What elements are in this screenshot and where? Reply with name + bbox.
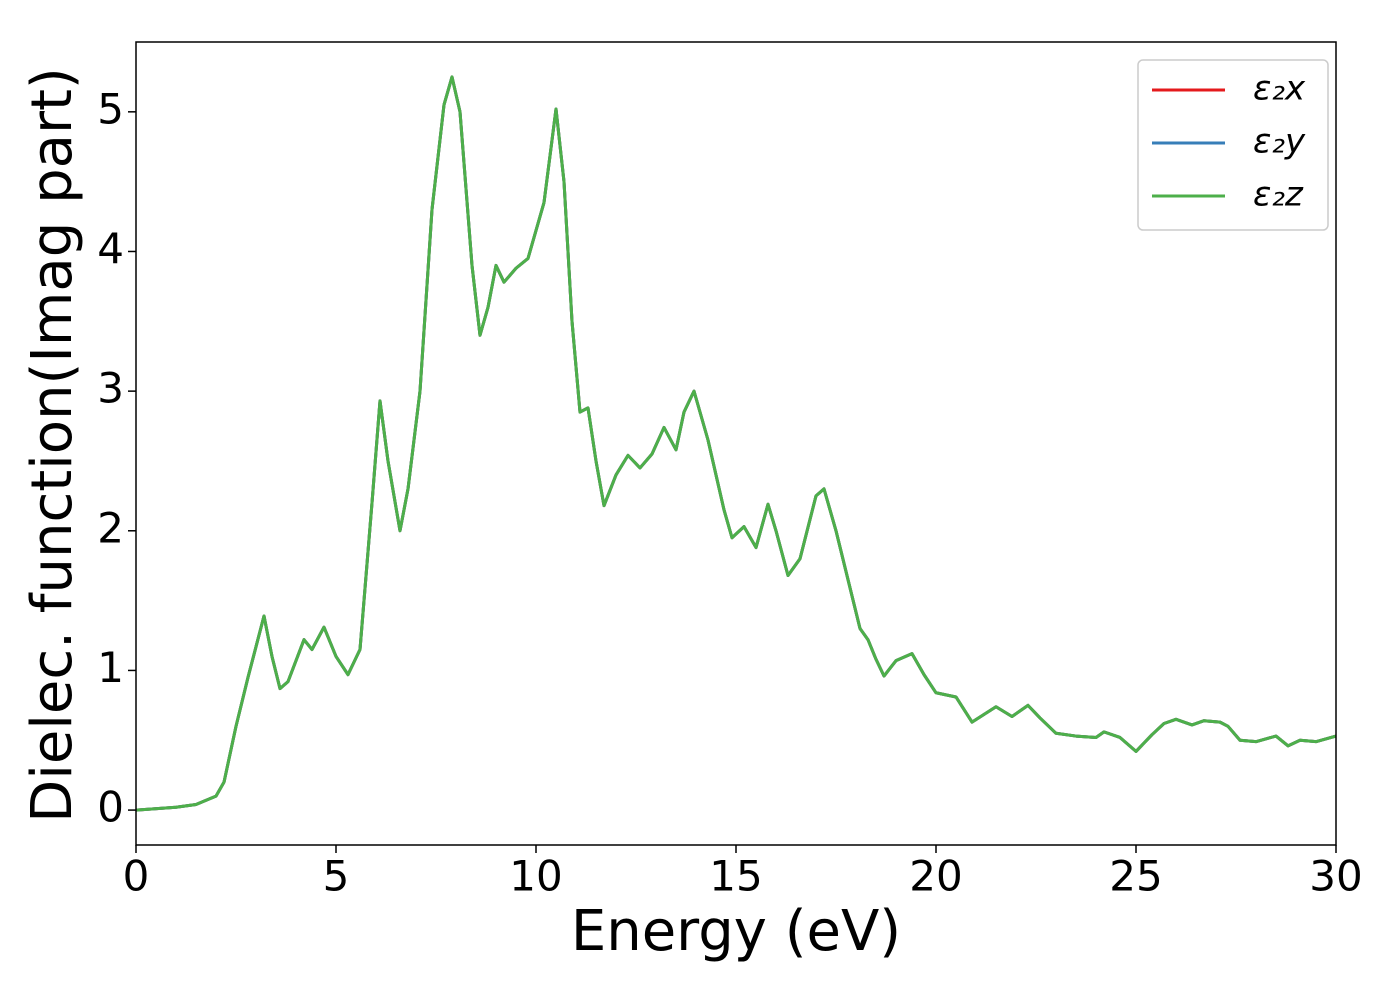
legend-box [1137,59,1329,231]
y-tick-label: 3 [97,364,124,413]
x-tick-label: 20 [909,852,962,901]
y-tick-label: 0 [97,783,124,832]
x-axis-label: Energy (eV) [571,899,901,964]
plot-frame [135,41,1337,846]
y-tick-label: 4 [97,224,124,273]
data-line [136,75,1336,812]
y-axis-label: Dielec. function(Imag part) [20,67,85,823]
y-tick-label: 5 [97,84,124,133]
legend-label: ε₂y [1253,122,1306,162]
legend-label: ε₂x [1253,69,1306,109]
x-tick-label: 30 [1309,852,1362,901]
x-tick-label: 25 [1109,852,1162,901]
legend-label: ε₂z [1253,175,1304,215]
x-tick-label: 0 [123,852,150,901]
x-tick-label: 10 [509,852,562,901]
y-tick-label: 2 [97,503,124,552]
y-tick-label: 1 [97,643,124,692]
x-tick-label: 5 [323,852,350,901]
x-tick-label: 15 [709,852,762,901]
